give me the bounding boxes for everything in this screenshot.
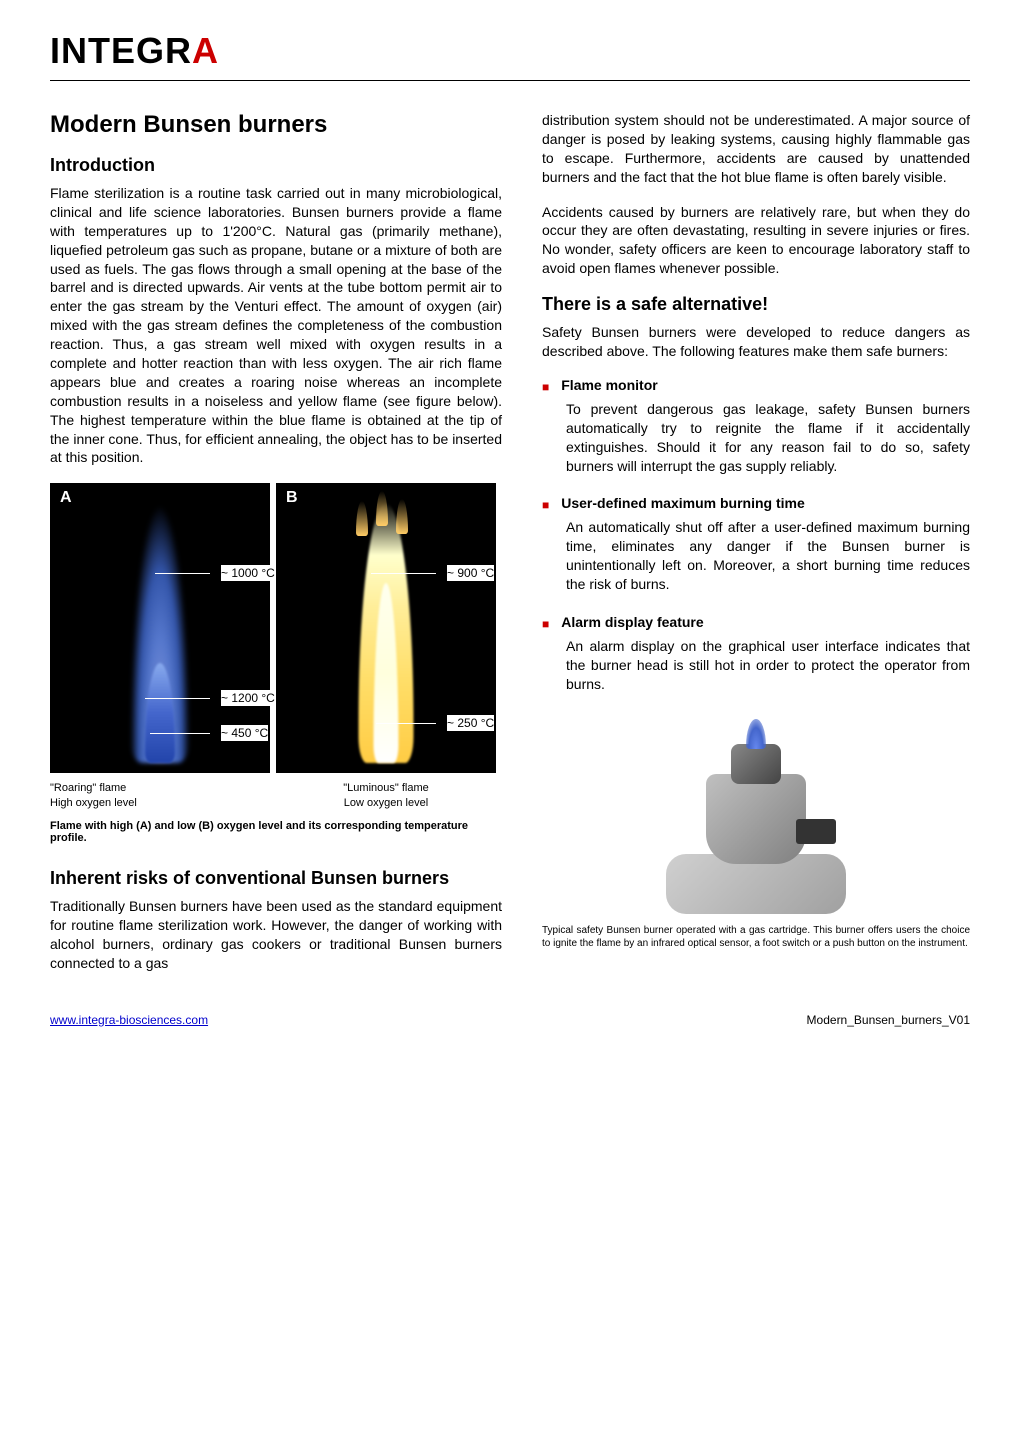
col2-p1: distribution system should not be undere… <box>542 111 970 187</box>
header-divider <box>50 80 970 81</box>
burner-image <box>626 714 886 914</box>
temp-b-2: ~ 250 °C <box>447 715 494 731</box>
burner-caption: Typical safety Bunsen burner operated wi… <box>542 924 970 950</box>
burner-head <box>731 744 781 784</box>
feature-1-title: Flame monitor <box>561 377 657 393</box>
flame-a-caption: "Roaring" flame High oxygen level <box>50 781 270 810</box>
right-column: distribution system should not be undere… <box>542 111 970 989</box>
temp-line <box>155 573 210 574</box>
flame-figure: A ~ 1000 °C ~ 1200 °C ~ 450 °C B <box>50 483 502 773</box>
left-column: Modern Bunsen burners Introduction Flame… <box>50 111 502 989</box>
logo: INTEGRA <box>50 30 970 72</box>
footer-link[interactable]: www.integra-biosciences.com <box>50 1013 208 1027</box>
flame-a-cap1: "Roaring" flame <box>50 781 270 795</box>
col2-p2: Accidents caused by burners are relative… <box>542 203 970 279</box>
bullet-marker-icon: ■ <box>542 498 549 512</box>
bullet-marker-icon: ■ <box>542 380 549 394</box>
flame-b-cap1: "Luminous" flame <box>276 781 496 795</box>
flame-b-caption: "Luminous" flame Low oxygen level <box>276 781 496 810</box>
feature-1-body: To prevent dangerous gas leakage, safety… <box>566 400 970 476</box>
intro-heading: Introduction <box>50 155 502 176</box>
flame-tip <box>376 491 388 526</box>
feature-2-body: An automatically shut off after a user-d… <box>566 518 970 594</box>
burner-flame <box>746 719 766 749</box>
flame-b-cap2: Low oxygen level <box>276 796 496 810</box>
flame-figure-caption: Flame with high (A) and low (B) oxygen l… <box>50 820 502 844</box>
risks-body: Traditionally Bunsen burners have been u… <box>50 897 502 973</box>
feature-3-body: An alarm display on the graphical user i… <box>566 637 970 694</box>
flame-tip <box>396 499 408 534</box>
temp-a-3: ~ 450 °C <box>221 725 268 741</box>
alternative-heading: There is a safe alternative! <box>542 294 970 315</box>
temp-a-1: ~ 1000 °C <box>221 565 275 581</box>
temp-line <box>150 733 210 734</box>
content-columns: Modern Bunsen burners Introduction Flame… <box>50 111 970 989</box>
flame-a-cap2: High oxygen level <box>50 796 270 810</box>
feature-2-title: User-defined maximum burning time <box>561 495 804 511</box>
alternative-body: Safety Bunsen burners were developed to … <box>542 323 970 361</box>
temp-line <box>371 573 436 574</box>
burner-display <box>796 819 836 844</box>
feature-2: ■ User-defined maximum burning time <box>542 495 970 512</box>
feature-3-title: Alarm display feature <box>561 614 703 630</box>
panel-b-label: B <box>286 489 298 507</box>
bullet-marker-icon: ■ <box>542 617 549 631</box>
logo-last: A <box>192 30 219 71</box>
temp-b-1: ~ 900 °C <box>447 565 494 581</box>
temp-line <box>145 698 210 699</box>
feature-3: ■ Alarm display feature <box>542 614 970 631</box>
footer: www.integra-biosciences.com Modern_Bunse… <box>50 1009 970 1027</box>
temp-line <box>376 723 436 724</box>
feature-1: ■ Flame monitor <box>542 377 970 394</box>
panel-a-label: A <box>60 489 72 507</box>
page-title: Modern Bunsen burners <box>50 111 502 139</box>
intro-body: Flame sterilization is a routine task ca… <box>50 184 502 467</box>
flame-caption-row: "Roaring" flame High oxygen level "Lumin… <box>50 781 502 810</box>
logo-main: INTEGR <box>50 30 192 71</box>
burner-body <box>706 774 806 864</box>
burner-figure <box>542 714 970 914</box>
temp-a-2: ~ 1200 °C <box>221 690 275 706</box>
flame-b-tips <box>351 491 421 541</box>
flame-tip <box>356 501 368 536</box>
footer-right: Modern_Bunsen_burners_V01 <box>807 1013 970 1027</box>
risks-heading: Inherent risks of conventional Bunsen bu… <box>50 868 502 889</box>
